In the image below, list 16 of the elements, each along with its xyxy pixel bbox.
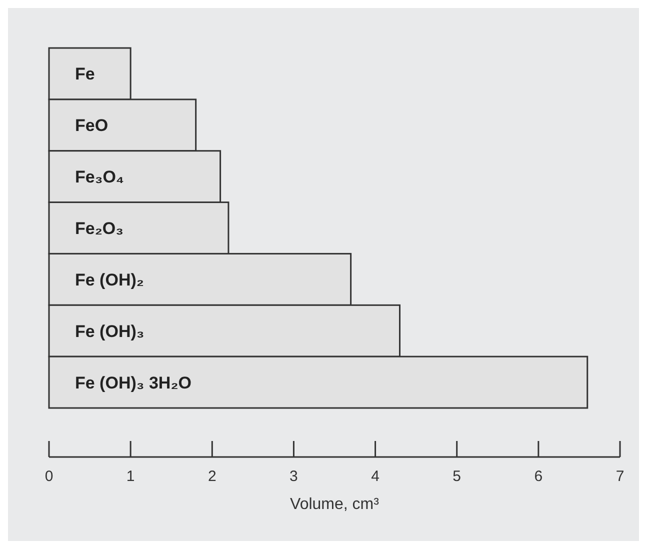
x-tick-label: 5	[452, 468, 462, 485]
x-axis-title: Volume, cm³	[290, 496, 380, 513]
x-tick-label: 4	[371, 468, 380, 485]
y-tick-label: Fe₃O₄	[75, 168, 124, 187]
y-tick-label: Fe (OH)₃	[75, 322, 144, 341]
x-tick-label: 0	[44, 468, 54, 485]
y-tick-label: Fe (OH)₃ 3H₂O	[75, 373, 192, 392]
y-tick-label: FeO	[75, 116, 108, 136]
x-tick-label: 7	[616, 468, 624, 485]
x-tick-label: 3	[290, 468, 298, 485]
y-tick-label: Fe	[75, 64, 95, 84]
x-tick-label: 2	[208, 468, 216, 485]
y-tick-label: Fe (OH)₂	[75, 270, 144, 290]
x-tick-label: 1	[126, 468, 135, 485]
y-tick-label: Fe₂O₃	[75, 219, 124, 238]
x-tick-label: 6	[534, 468, 543, 485]
